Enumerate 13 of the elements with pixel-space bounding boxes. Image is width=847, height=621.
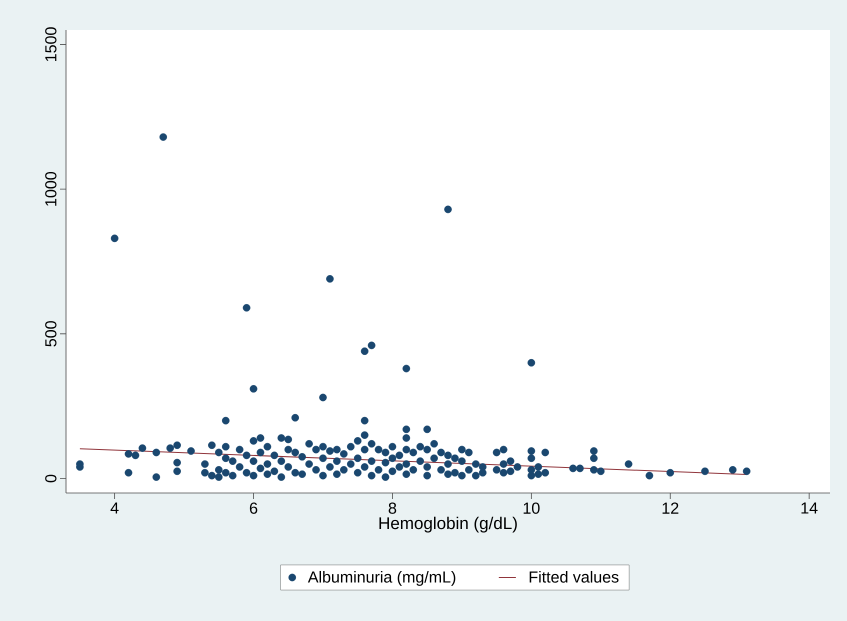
legend-label: Albuminuria (mg/mL): [308, 570, 456, 586]
x-tick-label: 12: [662, 502, 678, 514]
legend-label: Fitted values: [530, 570, 619, 583]
y-tick-label: 0: [45, 474, 56, 482]
y-tick-label: 500: [45, 321, 56, 347]
y-tick-label: 1000: [45, 172, 56, 206]
x-tick-label: 14: [801, 502, 818, 514]
y-tick-label: 1500: [45, 27, 56, 62]
x-tick-label: 10: [524, 502, 540, 514]
x-tick-label: 6: [250, 502, 258, 514]
x-tick-label: 8: [388, 502, 396, 514]
x-tick-label: 4: [110, 502, 119, 514]
x-axis-title: Hemoglobin (g/dL): [379, 516, 517, 533]
